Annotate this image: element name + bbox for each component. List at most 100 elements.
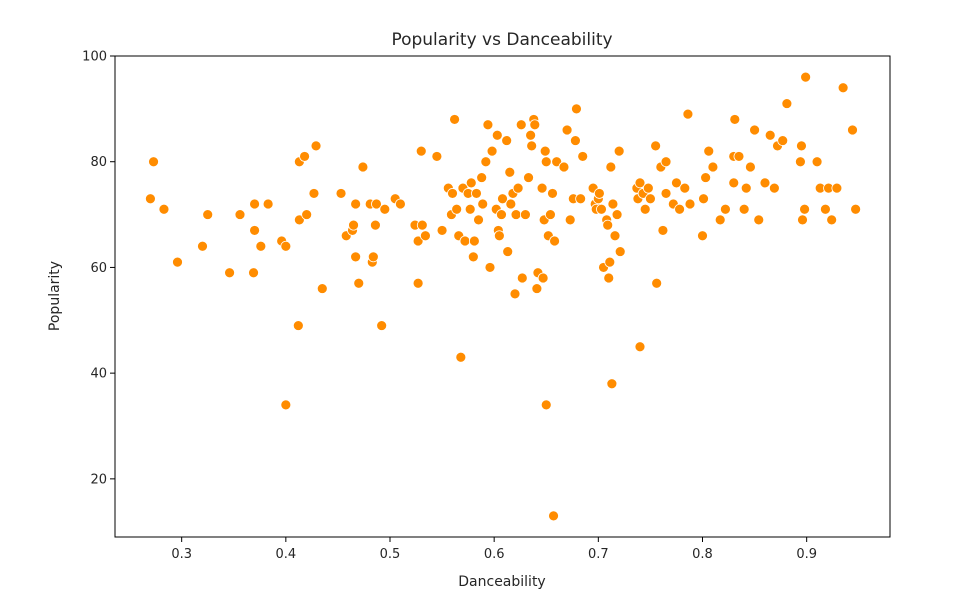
scatter-point <box>729 114 741 125</box>
x-tick-label: 0.6 <box>484 547 505 562</box>
scatter-point <box>451 203 463 215</box>
scatter-point <box>280 399 292 411</box>
scatter-point <box>561 124 573 136</box>
x-tick-label: 0.3 <box>171 547 192 562</box>
scatter-point <box>613 145 625 157</box>
scatter-point <box>707 161 719 173</box>
scatter-point <box>197 240 208 252</box>
scatter-point <box>545 209 556 220</box>
x-tick-label: 0.4 <box>275 547 296 562</box>
scatter-point <box>614 246 626 257</box>
scatter-point <box>639 203 651 215</box>
scatter-point <box>370 219 381 231</box>
scatter-point <box>501 135 513 146</box>
scatter-point <box>202 209 214 220</box>
scatter-point <box>262 198 274 210</box>
scatter-point <box>657 225 669 236</box>
scatter-point <box>596 203 607 215</box>
scatter-point <box>698 193 709 205</box>
scatter-point <box>745 161 756 173</box>
scatter-point <box>564 214 576 226</box>
scatter-point <box>539 145 551 157</box>
scatter-point <box>316 283 328 294</box>
scatter-point <box>350 198 362 210</box>
scatter-point <box>777 135 789 146</box>
scatter-point <box>335 188 347 199</box>
scatter-point <box>697 230 708 242</box>
scatter-point <box>797 214 808 226</box>
scatter-point <box>465 177 477 189</box>
scatter-point <box>749 124 760 136</box>
scatter-point <box>606 378 618 390</box>
scatter-point <box>502 246 514 257</box>
scatter-point <box>484 262 496 273</box>
scatter-point <box>148 156 159 168</box>
scatter-point <box>371 198 382 210</box>
scatter-point <box>301 209 313 220</box>
scatter-point <box>650 140 662 152</box>
scatter-point <box>395 198 406 210</box>
scatter-point <box>529 119 541 131</box>
scatter-point <box>523 172 534 183</box>
scatter-point <box>496 209 507 220</box>
scatter-point <box>768 182 780 194</box>
scatter-point <box>800 71 812 83</box>
y-tick-label: 100 <box>82 50 107 65</box>
scatter-point <box>172 256 183 268</box>
scatter-point <box>674 203 685 215</box>
scatter-point <box>571 103 582 115</box>
scatter-point <box>570 135 581 146</box>
y-tick-label: 60 <box>90 261 107 276</box>
scatter-point <box>350 251 362 263</box>
scatter-point <box>575 193 587 205</box>
scatter-point <box>248 267 259 279</box>
scatter-point <box>299 151 310 162</box>
scatter-point <box>497 193 508 205</box>
scatter-point <box>781 98 793 109</box>
scatter-point <box>510 209 522 220</box>
scatter-point <box>753 214 765 226</box>
scatter-point <box>733 151 745 162</box>
scatter-point <box>645 193 656 205</box>
scatter-point <box>720 203 731 215</box>
scatter-point <box>547 188 558 199</box>
scatter-point <box>471 188 482 199</box>
scatter-point <box>516 272 528 284</box>
scatter-point <box>759 177 771 189</box>
scatter-point <box>412 235 424 247</box>
scatter-point <box>604 256 616 268</box>
scatter-point <box>224 267 235 279</box>
scatter-point <box>449 114 460 125</box>
scatter-point <box>293 214 305 226</box>
scatter-point <box>412 277 424 289</box>
scatter-point <box>593 188 605 199</box>
scatter-point <box>455 351 467 363</box>
scatter-point <box>476 172 488 183</box>
scatter-point <box>577 151 589 162</box>
scatter-point <box>651 277 663 289</box>
scatter-point <box>549 235 560 247</box>
x-tick-label: 0.9 <box>796 547 817 562</box>
scatter-point <box>249 225 260 236</box>
scatter-point <box>540 399 552 411</box>
scatter-point <box>700 172 712 183</box>
scatter-point <box>308 188 320 199</box>
scatter-point <box>158 203 170 215</box>
x-tick-label: 0.7 <box>588 547 609 562</box>
scatter-point <box>353 277 365 289</box>
scatter-point <box>799 203 810 215</box>
scatter-point <box>795 156 806 168</box>
scatter-point <box>145 193 156 205</box>
scatter-point <box>607 198 619 210</box>
data-points <box>145 71 862 522</box>
scatter-point <box>671 177 682 189</box>
scatter-point <box>602 219 614 231</box>
scatter-point <box>611 209 623 220</box>
scatter-point <box>292 320 304 331</box>
scatter-point <box>234 209 246 220</box>
scatter-point <box>436 225 448 236</box>
scatter-point <box>515 119 527 131</box>
scatter-point <box>609 230 621 242</box>
scatter-point <box>249 198 260 210</box>
